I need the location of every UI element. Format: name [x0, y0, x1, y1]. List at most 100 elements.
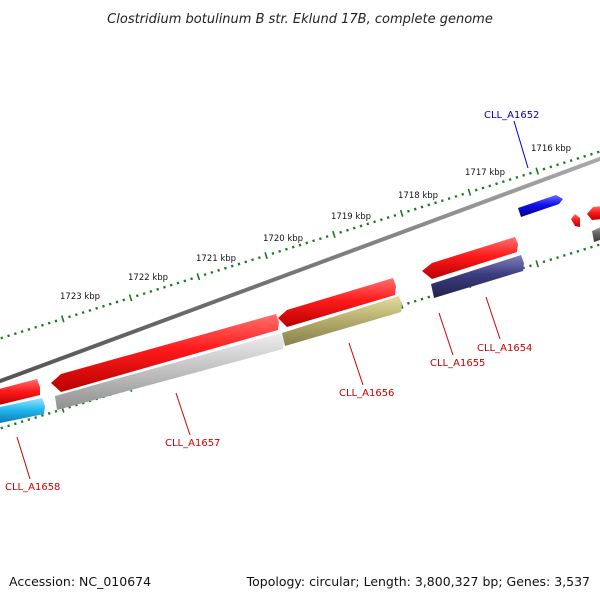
- outer-ring-minor-tick: [224, 266, 227, 270]
- outer-ring-minor-tick: [135, 294, 139, 298]
- outer-ring-minor-tick: [47, 321, 51, 325]
- outer-ring-minor-tick: [590, 152, 593, 156]
- outer-ring-minor-tick: [217, 268, 221, 272]
- gene-label-cll-a1655[interactable]: CLL_A1655: [430, 358, 485, 369]
- outer-ring-minor-tick: [508, 178, 512, 182]
- outer-ring-major-tick: [467, 188, 472, 196]
- outer-ring-minor-tick: [183, 279, 187, 283]
- gene-feature-cll-a1658-cds[interactable]: [0, 379, 40, 406]
- outer-ring-minor-tick: [474, 188, 478, 192]
- outer-ring-major-tick: [399, 209, 404, 217]
- scale-label-1718: 1718 kbp: [398, 191, 438, 201]
- gene-feature-cll-a1655[interactable]: [422, 237, 518, 279]
- outer-ring-minor-tick: [542, 167, 546, 171]
- scale-label-1722: 1722 kbp: [128, 273, 168, 283]
- inner-ring-minor-tick: [413, 299, 417, 303]
- outer-ring-minor-tick: [251, 258, 254, 262]
- leader-line-cll-a1654: [485, 296, 501, 340]
- outer-ring-minor-tick: [447, 197, 451, 201]
- outer-ring-minor-tick: [481, 186, 485, 190]
- outer-tick-ring: [0, 150, 600, 340]
- outer-ring-minor-tick: [366, 222, 370, 226]
- gene-feature-cll-a1658[interactable]: [0, 398, 45, 424]
- inner-ring-minor-tick: [549, 258, 553, 262]
- inner-ring-minor-tick: [20, 420, 24, 424]
- outer-ring-minor-tick: [413, 207, 417, 211]
- outer-ring-minor-tick: [407, 209, 410, 213]
- inner-ring-major-tick: [535, 260, 540, 268]
- inner-ring-minor-tick: [556, 256, 559, 260]
- accession-label: Accession: NC_010674: [9, 574, 151, 589]
- outer-ring-minor-tick: [0, 336, 4, 340]
- outer-ring-minor-tick: [285, 247, 288, 251]
- gene-label-cll-a1657[interactable]: CLL_A1657: [165, 438, 220, 449]
- outer-ring-minor-tick: [495, 182, 498, 186]
- outer-ring-minor-tick: [88, 308, 92, 312]
- outer-ring-minor-tick: [68, 315, 71, 319]
- inner-ring-minor-tick: [7, 424, 10, 428]
- scale-label-1720: 1720 kbp: [263, 234, 303, 244]
- outer-ring-minor-tick: [237, 262, 241, 266]
- gene-label-cll-a1652[interactable]: CLL_A1652: [484, 110, 539, 121]
- outer-ring-minor-tick: [122, 298, 126, 302]
- outer-ring-minor-tick: [359, 224, 363, 228]
- outer-ring-minor-tick: [203, 273, 207, 277]
- inner-ring-minor-tick: [576, 249, 580, 253]
- gene-feature-cll-a1657[interactable]: [55, 333, 284, 410]
- inner-ring-minor-tick: [0, 426, 4, 430]
- inner-ring-minor-tick: [34, 416, 38, 420]
- outer-ring-minor-tick: [81, 311, 85, 315]
- inner-ring-minor-tick: [596, 243, 600, 247]
- inner-ring-minor-tick: [420, 297, 424, 301]
- outer-ring-minor-tick: [339, 230, 343, 234]
- outer-ring-minor-tick: [95, 306, 99, 310]
- outer-ring-minor-tick: [115, 300, 119, 304]
- outer-ring-minor-tick: [210, 270, 214, 274]
- outer-ring-minor-tick: [346, 228, 349, 232]
- outer-ring-minor-tick: [461, 192, 465, 196]
- outer-ring-minor-tick: [427, 203, 431, 207]
- outer-ring-major-tick: [535, 167, 540, 175]
- inner-ring-minor-tick: [569, 251, 573, 255]
- outer-ring-minor-tick: [386, 216, 390, 220]
- outer-ring-minor-tick: [352, 226, 356, 230]
- inner-ring-minor-tick: [590, 245, 593, 249]
- outer-ring-minor-tick: [549, 165, 553, 169]
- scale-label-1717: 1717 kbp: [465, 168, 505, 178]
- gene-feature-right-2[interactable]: [587, 206, 600, 220]
- gene-label-cll-a1658[interactable]: CLL_A1658: [5, 482, 60, 493]
- gene-feature-right-3[interactable]: [592, 226, 600, 242]
- outer-ring-minor-tick: [569, 159, 573, 163]
- outer-ring-minor-tick: [244, 260, 248, 264]
- gene-feature-cll-a1656[interactable]: [282, 296, 402, 346]
- outer-ring-minor-tick: [149, 289, 153, 293]
- gene-label-cll-a1656[interactable]: CLL_A1656: [339, 388, 394, 399]
- outer-ring-minor-tick: [488, 184, 492, 188]
- gene-feature-right-1[interactable]: [571, 214, 580, 227]
- gene-feature-cll-a1652[interactable]: [518, 195, 563, 217]
- outer-ring-major-tick: [196, 273, 201, 281]
- outer-ring-minor-tick: [176, 281, 180, 285]
- gene-label-cll-a1654[interactable]: CLL_A1654: [477, 343, 532, 354]
- outer-ring-minor-tick: [291, 245, 295, 249]
- outer-ring-minor-tick: [325, 235, 329, 239]
- gene-feature-cll-a1656-cds[interactable]: [278, 278, 396, 327]
- gene-feature-cll-a1654[interactable]: [431, 255, 524, 298]
- genome-backbone: [0, 156, 600, 384]
- outer-ring-minor-tick: [522, 173, 526, 177]
- outer-ring-minor-tick: [583, 154, 587, 158]
- inner-ring-minor-tick: [407, 301, 410, 305]
- outer-ring-minor-tick: [13, 332, 17, 336]
- outer-ring-minor-tick: [230, 264, 234, 268]
- outer-ring-minor-tick: [74, 313, 78, 317]
- outer-ring-major-tick: [264, 251, 268, 260]
- inner-ring-minor-tick: [562, 253, 566, 257]
- outer-ring-minor-tick: [501, 180, 505, 184]
- outer-ring-minor-tick: [379, 218, 383, 222]
- outer-ring-minor-tick: [529, 171, 532, 175]
- outer-ring-minor-tick: [108, 302, 112, 306]
- outer-ring-minor-tick: [278, 249, 282, 253]
- gene-feature-cll-a1657-cds[interactable]: [51, 314, 279, 392]
- inner-ring-minor-tick: [427, 295, 431, 299]
